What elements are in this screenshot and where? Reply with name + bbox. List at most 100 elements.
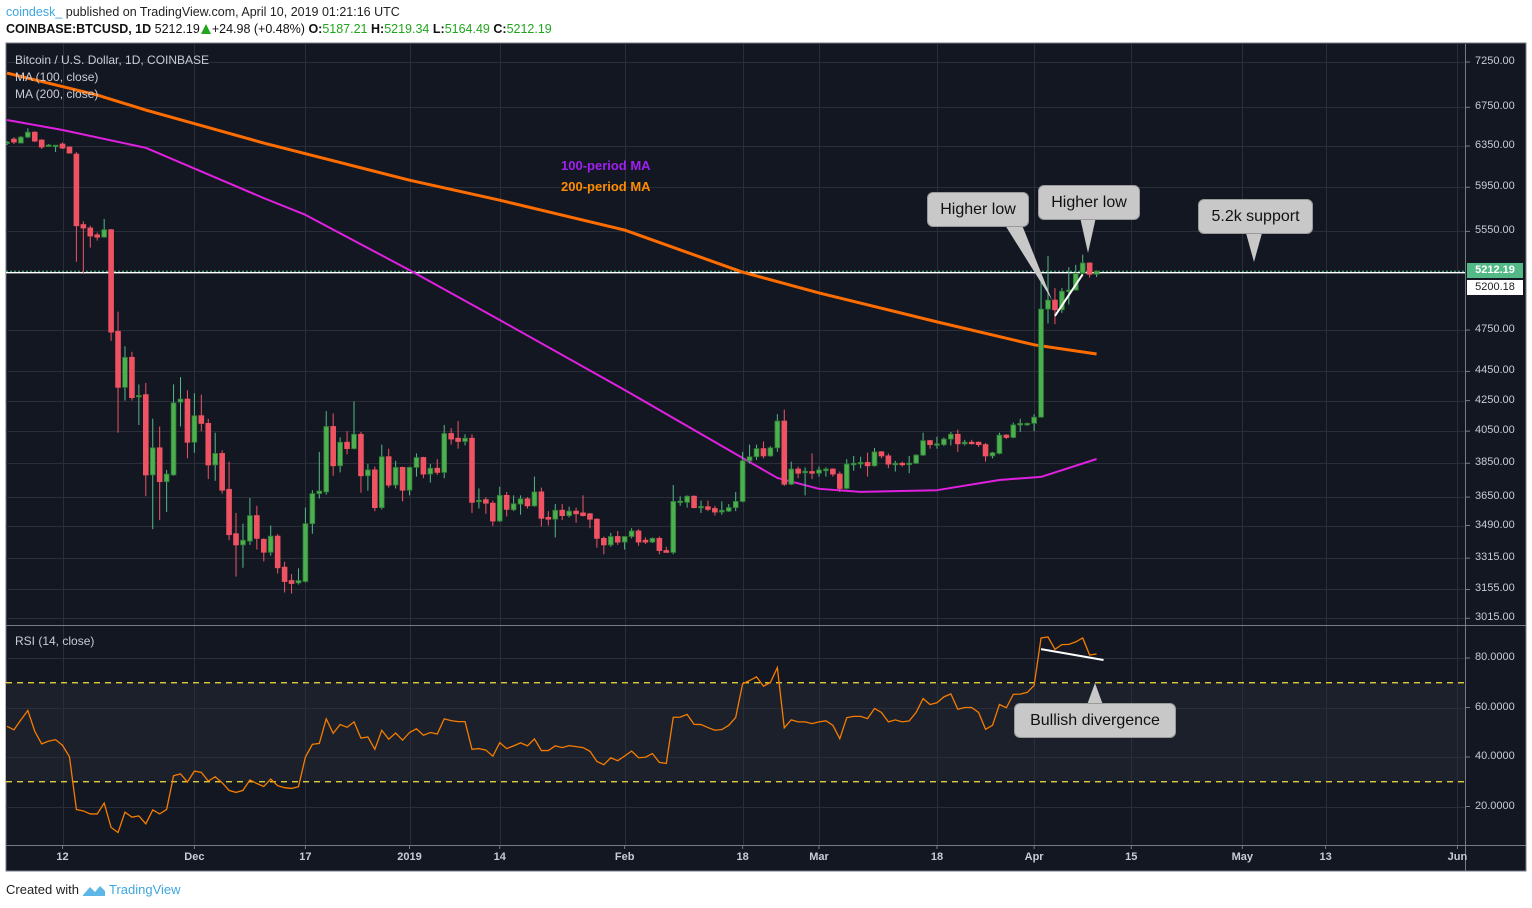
candle — [136, 384, 142, 425]
high-value: 5219.34 — [384, 22, 430, 36]
candle-body — [496, 494, 503, 522]
candle — [385, 448, 392, 488]
candle-body — [385, 456, 392, 486]
candle — [857, 456, 864, 469]
grid — [6, 44, 1465, 845]
candle-body — [843, 463, 850, 489]
candle-body — [649, 537, 656, 543]
candle-body — [691, 495, 697, 509]
candle-body — [274, 535, 281, 569]
tradingview-link[interactable]: TradingView — [108, 882, 181, 897]
candle-body — [510, 503, 517, 511]
candle — [129, 351, 135, 401]
candle-body — [941, 438, 947, 446]
candle — [913, 454, 919, 465]
candle-body — [927, 440, 933, 446]
candle-body — [621, 536, 628, 543]
candle — [219, 450, 225, 494]
price-pane — [6, 71, 1100, 594]
candle-body — [441, 433, 448, 473]
candle-body — [1017, 422, 1024, 426]
candle — [163, 469, 170, 513]
candle-body — [760, 448, 767, 457]
candle-body — [323, 426, 330, 493]
candle — [538, 487, 545, 527]
price-axis-label: 3850.00 — [1475, 456, 1515, 469]
candle — [469, 434, 475, 513]
candle — [399, 466, 406, 502]
candle-body — [1031, 416, 1037, 424]
candle-body — [288, 580, 295, 584]
callout-bullish-divergence: Bullish divergence — [1014, 703, 1176, 738]
candle — [781, 409, 788, 486]
candle — [850, 455, 857, 471]
candle-body — [885, 455, 892, 465]
publish-text: published on TradingView.com, April 10, … — [65, 5, 400, 19]
candle — [559, 504, 565, 521]
candle-body — [316, 490, 323, 495]
candle — [954, 429, 961, 452]
candle — [732, 491, 739, 512]
candle — [996, 432, 1003, 455]
candle — [941, 437, 947, 447]
candle-body — [850, 462, 857, 466]
footer: Created with TradingView — [6, 882, 181, 897]
candle-body — [337, 441, 343, 467]
candle — [330, 413, 336, 476]
candle-body — [531, 491, 538, 507]
candle — [795, 466, 801, 479]
candle — [816, 466, 822, 477]
time-axis-label: 15 — [1125, 851, 1138, 863]
candle — [448, 428, 454, 445]
callout-support: 5.2k support — [1198, 199, 1313, 234]
candle-body — [1010, 424, 1017, 438]
candle — [573, 507, 579, 523]
candle — [837, 471, 843, 492]
candle — [177, 377, 184, 427]
candle-body — [11, 138, 17, 143]
candle — [864, 452, 871, 477]
higher-low-trendline — [1054, 273, 1084, 317]
callout-higher-low-2: Higher low — [1038, 185, 1140, 220]
candle-body — [31, 131, 38, 142]
candle — [1052, 288, 1058, 325]
candle-body — [330, 426, 336, 467]
candle-body — [18, 136, 24, 144]
candle-body — [142, 394, 149, 476]
candle — [566, 506, 572, 518]
candle-body — [712, 508, 718, 513]
candle-body — [948, 433, 954, 440]
price-axis-label: 4750.00 — [1475, 323, 1515, 336]
candle — [281, 561, 288, 593]
time-axis-label: 13 — [1319, 851, 1332, 863]
candle-body — [247, 515, 253, 542]
price-axis-label: 6350.00 — [1475, 139, 1515, 152]
rsi-axis-label: 20.0000 — [1475, 799, 1515, 812]
candle — [774, 414, 781, 452]
rsi-pane — [6, 636, 1465, 834]
candle-body — [462, 437, 468, 442]
candle-body — [871, 451, 878, 467]
candle-body — [670, 501, 677, 553]
candle — [205, 418, 212, 480]
candle — [739, 451, 746, 503]
candle — [142, 382, 149, 497]
candle-body — [864, 462, 871, 467]
candle — [594, 518, 600, 548]
candle — [254, 505, 260, 550]
candle-body — [788, 468, 795, 485]
candle — [961, 439, 968, 446]
candle-body — [1052, 299, 1058, 311]
candle — [358, 431, 364, 493]
ma100-note: 100-period MA — [561, 158, 651, 173]
price-change: +24.98 (+0.48%) — [211, 22, 305, 36]
candle-body — [1086, 262, 1093, 275]
author-link[interactable]: coindesk_ — [6, 5, 63, 19]
candle-body — [1079, 262, 1086, 274]
candle — [122, 346, 128, 401]
candle-body — [122, 356, 128, 388]
symbol-name: COINBASE:BTCUSD, 1D — [6, 22, 152, 36]
candle — [52, 144, 59, 153]
price-axis-label: 3490.00 — [1475, 518, 1515, 531]
